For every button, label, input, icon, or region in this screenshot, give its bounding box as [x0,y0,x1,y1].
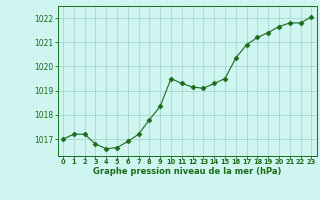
X-axis label: Graphe pression niveau de la mer (hPa): Graphe pression niveau de la mer (hPa) [93,167,281,176]
